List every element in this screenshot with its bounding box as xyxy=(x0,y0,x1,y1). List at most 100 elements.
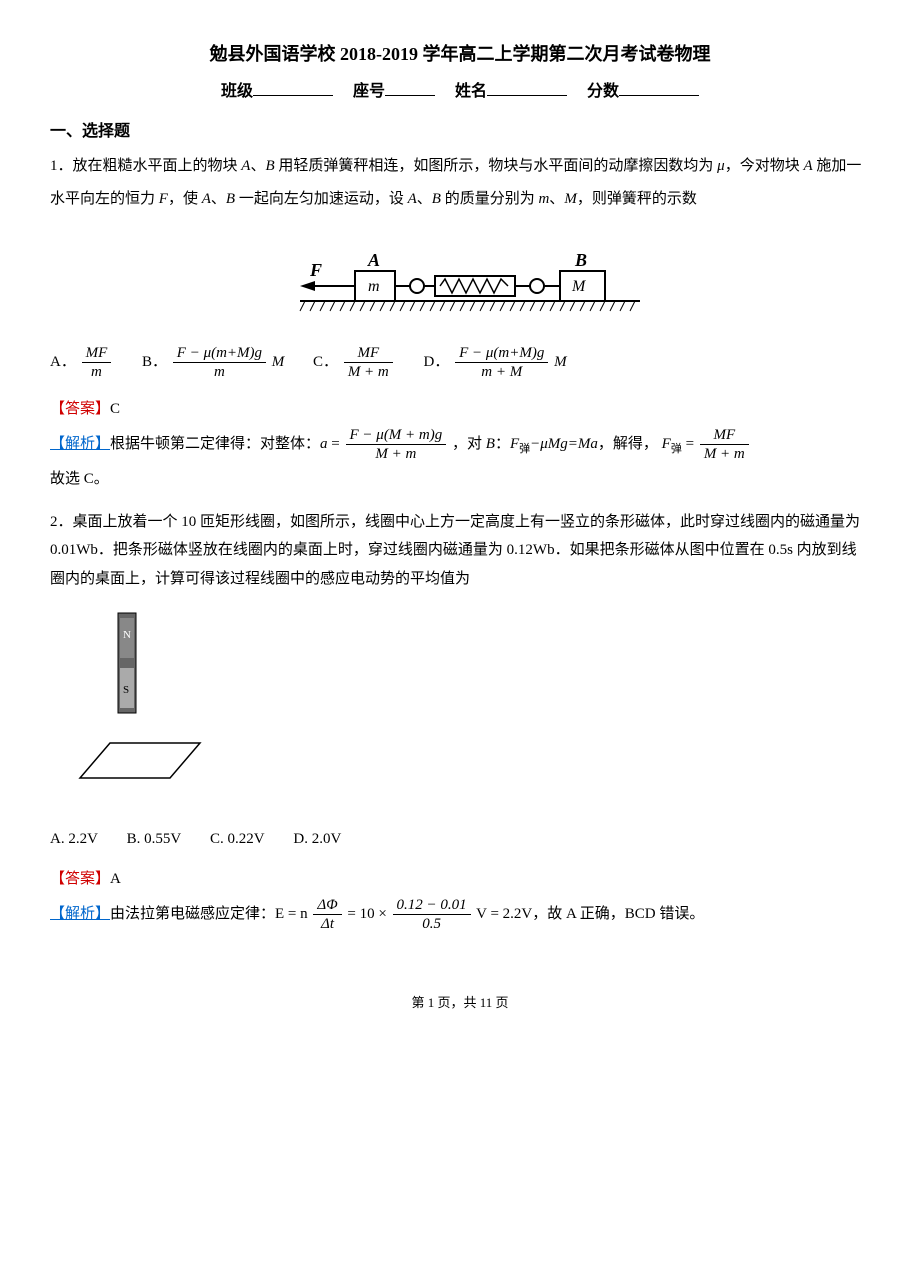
q1-text-8: ，则弹簧秤的示数 xyxy=(577,191,697,207)
q2-text: 桌面上放着一个 10 匝矩形线圈，如图所示，线圈中心上方一定高度上有一竖立的条形… xyxy=(50,514,860,587)
q1-option-C: C． MFM + m xyxy=(313,344,395,381)
q2-answer-block: 【答案】A 【解析】由法拉第电磁感应定律：E = n ΔΦΔt = 10 × 0… xyxy=(50,863,870,933)
q1-explain-sub2: 弹 xyxy=(671,443,682,455)
q1-optD-den: m + M xyxy=(455,363,548,381)
q1-answer: C xyxy=(110,401,120,417)
q2-option-B: B. 0.55V xyxy=(127,827,182,851)
magnet-N-label: N xyxy=(123,629,131,641)
score-blank xyxy=(619,79,699,96)
q2-answer-label: 【答案】 xyxy=(50,871,110,887)
q1-optB-den: m xyxy=(173,363,266,381)
section-1-header: 一、选择题 xyxy=(50,119,870,145)
q1-explain-B: B xyxy=(486,436,495,452)
q1-m: m xyxy=(538,191,549,207)
q1-options: A． MFm B． F − μ(m+M)gm M C． MFM + m D． F… xyxy=(50,344,870,381)
q2-option-C: C. 0.22V xyxy=(210,827,265,851)
q2-number: 2． xyxy=(50,514,73,530)
spring-diagram-svg: F m A M B xyxy=(260,231,660,321)
q1-sep1: 、 xyxy=(250,158,265,174)
page-footer: 第 1 页，共 11 页 xyxy=(50,993,870,1014)
q2-explain-2: = 10 × xyxy=(347,906,390,922)
q2-frac1-num: ΔΦ xyxy=(313,896,341,915)
q1-explain-sub: 弹 xyxy=(519,443,530,455)
name-label: 姓名 xyxy=(455,83,487,100)
q1-text-3: ，今对物块 xyxy=(725,158,804,174)
q1-A2: A xyxy=(803,158,812,174)
q1-explain-1: 根据牛顿第二定律得：对整体： xyxy=(110,436,320,452)
q1-text-7: 的质量分别为 xyxy=(441,191,539,207)
q1-text-1: 放在粗糙水平面上的物块 xyxy=(73,158,242,174)
q1-figure: F m A M B xyxy=(50,231,870,329)
exam-title: 勉县外国语学校 2018-2019 学年高二上学期第二次月考试卷物理 xyxy=(50,40,870,69)
q1-text-5: ，使 xyxy=(168,191,202,207)
q1-F: F xyxy=(159,191,168,207)
q2-explain-3: V = 2.2V，故 A 正确，BCD 错误。 xyxy=(476,906,704,922)
q1-explain-F2: F xyxy=(662,436,671,452)
q1-exp-eq2-den: M + m xyxy=(700,445,749,463)
q1-explain-5: ，解得， xyxy=(598,436,658,452)
q1-explain-3: ： xyxy=(495,436,510,452)
q1-sep4: 、 xyxy=(549,191,564,207)
class-blank xyxy=(253,79,333,96)
q1-optB-num: F − μ(m+M)g xyxy=(173,344,266,363)
q1-explain-F: F xyxy=(510,436,519,452)
q2-option-D: D. 2.0V xyxy=(293,827,341,851)
name-blank xyxy=(487,79,567,96)
q1-optD-num: F − μ(m+M)g xyxy=(455,344,548,363)
q1-mu: μ xyxy=(717,158,725,174)
q2-options: A. 2.2V B. 0.55V C. 0.22V D. 2.0V xyxy=(50,826,870,851)
q2-figure: N S xyxy=(70,608,870,816)
q1-sep3: 、 xyxy=(417,191,432,207)
magnet-S-label: S xyxy=(123,684,129,696)
seat-blank xyxy=(385,79,435,96)
q1-option-D: D． F − μ(m+M)gm + M M xyxy=(424,344,567,381)
q1-optB-suffix: M xyxy=(272,354,285,370)
q1-optC-label: C． xyxy=(313,354,338,370)
q1-B2: B xyxy=(226,191,235,207)
diagram-A-label: A xyxy=(367,250,380,270)
q1-M: M xyxy=(564,191,577,207)
q1-optC-den: M + m xyxy=(344,363,393,381)
q2-explain-label: 【解析】 xyxy=(50,906,110,922)
q1-answer-label: 【答案】 xyxy=(50,401,110,417)
seat-label: 座号 xyxy=(353,83,385,100)
score-label: 分数 xyxy=(587,83,619,100)
q1-option-A: A． MFm xyxy=(50,344,113,381)
magnet-diagram-svg: N S xyxy=(70,608,210,808)
question-1: 1．放在粗糙水平面上的物块 A、B 用轻质弹簧秤相连，如图所示，物块与水平面间的… xyxy=(50,150,870,216)
q2-frac2-den: 0.5 xyxy=(393,915,471,933)
q1-exp-eq1-den: M + m xyxy=(346,445,447,463)
diagram-F-label: F xyxy=(309,260,322,280)
class-label: 班级 xyxy=(221,83,253,100)
q1-explain-label: 【解析】 xyxy=(50,436,110,452)
q1-conclusion: 故选 C。 xyxy=(50,463,870,496)
q1-optC-num: MF xyxy=(344,344,393,363)
q1-A4: A xyxy=(408,191,417,207)
q1-explain-2: ，对 xyxy=(452,436,486,452)
q1-A3: A xyxy=(202,191,211,207)
q1-optA-label: A． xyxy=(50,354,76,370)
q1-optD-label: D． xyxy=(424,354,450,370)
q1-text-6: 一起向左匀加速运动，设 xyxy=(235,191,408,207)
q1-explain-4: −μMg=Ma xyxy=(530,436,598,452)
q1-text-2: 用轻质弹簧秤相连，如图所示，物块与水平面间的动摩擦因数均为 xyxy=(275,158,718,174)
q1-sep2: 、 xyxy=(211,191,226,207)
diagram-M-label: M xyxy=(571,278,587,295)
q2-answer: A xyxy=(110,871,121,887)
q1-optB-label: B． xyxy=(142,354,167,370)
q1-answer-block: 【答案】C 【解析】根据牛顿第二定律得：对整体：a = F − μ(M + m)… xyxy=(50,393,870,496)
q2-option-A: A. 2.2V xyxy=(50,827,98,851)
q1-exp-eq2-num: MF xyxy=(700,426,749,445)
q1-optA-num: MF xyxy=(82,344,112,363)
question-2: 2．桌面上放着一个 10 匝矩形线圈，如图所示，线圈中心上方一定高度上有一竖立的… xyxy=(50,508,870,594)
q1-explain-a: a xyxy=(320,436,328,452)
diagram-B-label: B xyxy=(574,250,587,270)
q1-optD-suffix: M xyxy=(554,354,567,370)
q1-exp-eq1-num: F − μ(M + m)g xyxy=(346,426,447,445)
q1-optA-den: m xyxy=(82,363,112,381)
q2-frac1-den: Δt xyxy=(313,915,341,933)
q1-B: B xyxy=(265,158,274,174)
q2-explain-1: 由法拉第电磁感应定律：E = n xyxy=(110,906,308,922)
diagram-m-label: m xyxy=(368,278,380,295)
q1-B3: B xyxy=(432,191,441,207)
